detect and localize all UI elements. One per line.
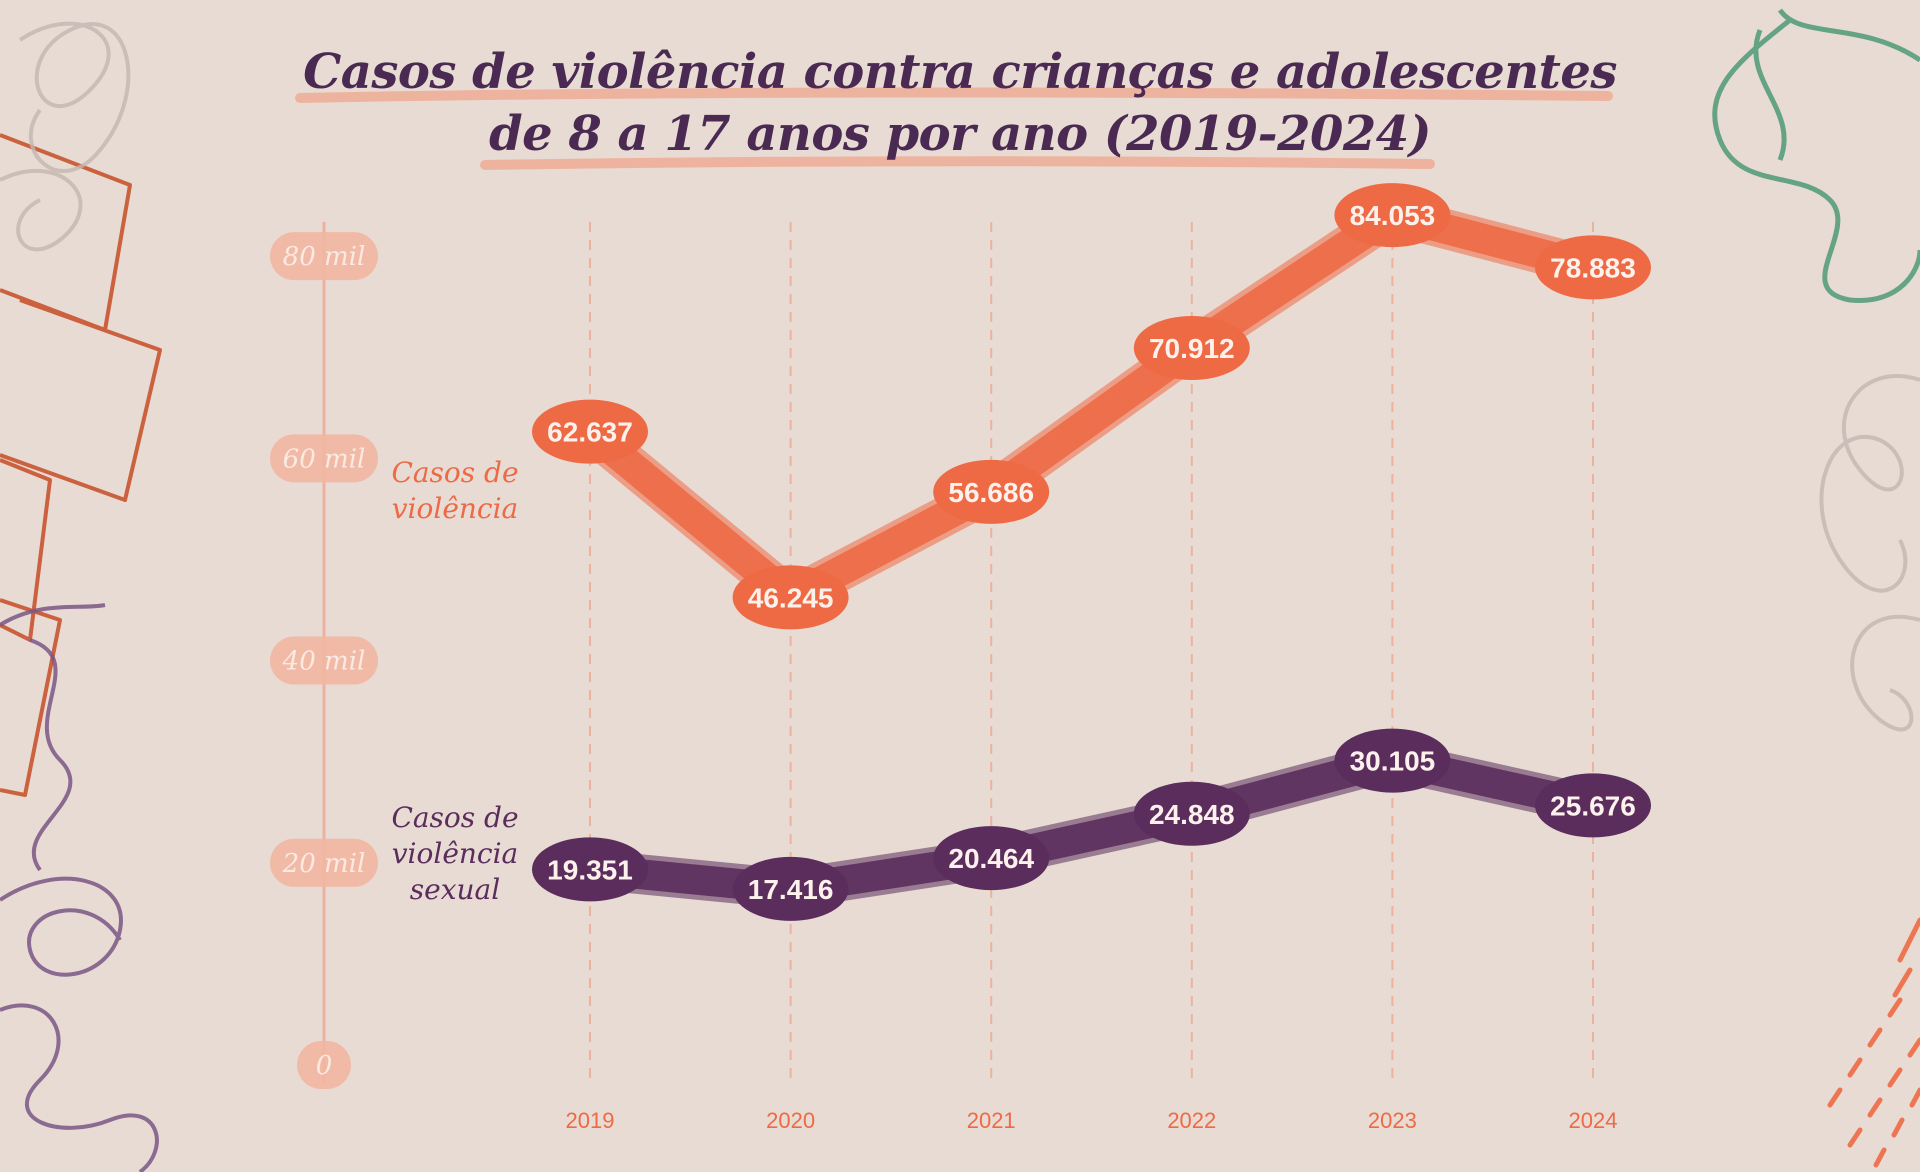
y-tick-label-0: 0 [316,1051,333,1081]
data-label-0-2023: 84.053 [1350,200,1436,231]
x-tick-label-2019: 2019 [566,1108,615,1133]
data-point-1-2022 [1133,781,1250,846]
data-label-1-2022: 24.848 [1149,799,1235,830]
y-tick-pill-0 [297,1041,351,1089]
y-tick-pill-2 [270,636,378,685]
data-label-0-2019: 62.637 [547,417,633,448]
chart-title-line1: Casos de violência contra crianças e ado… [303,44,1617,100]
data-label-1-2020: 17.416 [748,874,834,905]
data-label-0-2022: 70.912 [1149,333,1235,364]
data-point-0-2020 [732,565,849,630]
series-label-sexual-line2: violência [391,837,519,870]
y-tick-pill-4 [270,232,378,281]
data-label-1-2021: 20.464 [948,843,1034,874]
data-point-0-2021 [933,459,1050,524]
data-label-1-2019: 19.351 [547,854,633,885]
series-label-violence-line1: Casos de [391,456,519,489]
data-label-1-2024: 25.676 [1550,790,1636,821]
series-label-sexual: Casos de violência sexual [380,800,530,908]
x-tick-label-2020: 2020 [766,1108,815,1133]
series-label-sexual-line1: Casos de [391,801,519,834]
data-label-1-2023: 30.105 [1350,746,1436,777]
series-line-0 [575,200,1608,613]
data-point-0-2022 [1133,316,1250,381]
data-point-1-2023 [1334,728,1451,793]
y-tick-label-3: 60 mil [283,444,366,474]
data-label-0-2021: 56.686 [948,477,1034,508]
y-tick-pill-1 [270,838,378,887]
series-line-1 [575,745,1608,904]
y-tick-label-1: 20 mil [282,849,366,879]
chart-title-line2: de 8 a 17 anos por ano (2019-2024) [489,106,1431,162]
x-tick-label-2021: 2021 [967,1108,1016,1133]
series-label-sexual-line3: sexual [409,873,501,906]
x-tick-label-2022: 2022 [1167,1108,1216,1133]
data-label-0-2020: 46.245 [748,582,834,613]
data-point-1-2020 [732,856,849,921]
series-label-violence-line2: violência [391,492,519,525]
data-point-1-2021 [933,826,1050,891]
data-point-0-2019 [532,399,648,464]
data-point-0-2024 [1535,235,1651,300]
y-tick-label-4: 80 mil [283,242,366,272]
data-point-0-2023 [1334,183,1451,248]
data-point-1-2019 [532,837,648,902]
data-label-0-2024: 78.883 [1550,252,1636,283]
y-tick-pill-3 [270,434,378,483]
x-tick-label-2024: 2024 [1569,1108,1618,1133]
data-point-1-2024 [1535,773,1651,838]
series-label-violence: Casos de violência [380,455,530,527]
x-tick-label-2023: 2023 [1368,1108,1417,1133]
y-tick-label-2: 40 mil [282,647,366,677]
